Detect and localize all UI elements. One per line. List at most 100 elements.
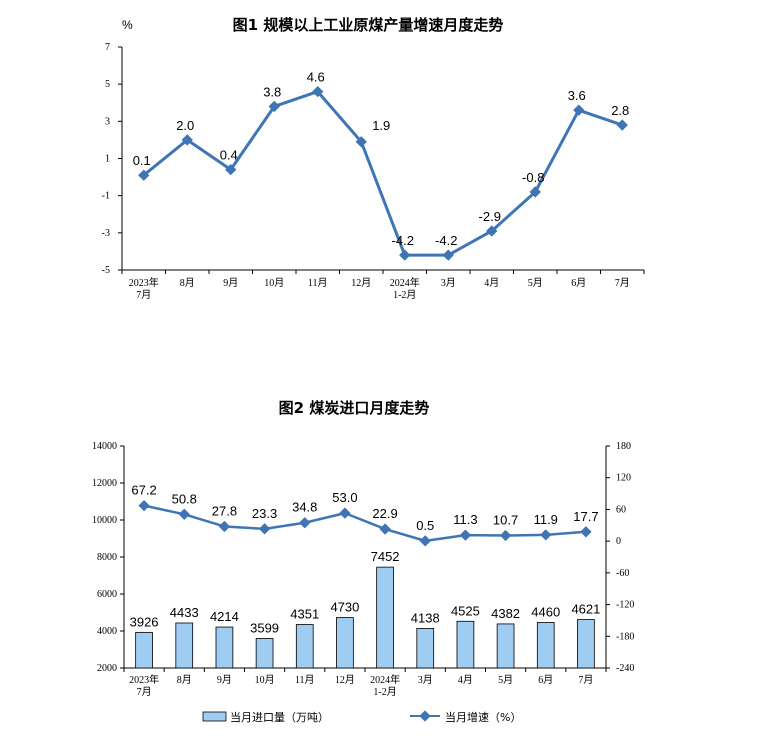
chart1-point <box>486 225 498 237</box>
chart2-growth-point <box>299 517 311 529</box>
chart2-growth-point <box>178 508 190 520</box>
chart2-growth-point <box>499 529 512 542</box>
chart2-growth-label: 50.8 <box>172 491 197 506</box>
chart2-left-tick-label: 12000 <box>92 478 117 489</box>
chart2-bar-label: 3599 <box>250 620 279 635</box>
chart1-point <box>181 134 193 146</box>
chart2-growth-label: 27.8 <box>212 503 237 518</box>
legend-bar-label: 当月进口量（万吨） <box>230 710 329 724</box>
chart2-bar <box>577 619 595 669</box>
chart1-title: 图1 规模以上工业原煤产量增速月度走势 <box>233 16 504 34</box>
chart1-point <box>138 169 150 181</box>
chart2-left-tick-label: 2000 <box>97 663 117 674</box>
chart2-bar <box>336 617 354 669</box>
chart1-point <box>399 249 411 261</box>
chart1-data-label: -2.9 <box>479 209 501 224</box>
chart1-ytick-label: 7 <box>105 42 110 53</box>
chart1-data-label: 3.8 <box>263 84 281 99</box>
chart2-left-tick-label: 4000 <box>97 626 117 637</box>
chart2-growth-point <box>339 507 351 519</box>
chart2-xtick-label: 2023年 <box>129 673 159 686</box>
chart2-xtick-label: 10月 <box>255 674 275 686</box>
chart1-ytick-label: 5 <box>105 79 110 90</box>
chart2-xtick-label: 6月 <box>538 674 553 686</box>
chart2-bar <box>376 566 394 669</box>
chart2-xtick-label: 2024年 <box>370 673 400 686</box>
chart2-bar-label: 4460 <box>531 604 560 619</box>
chart2-growth-point <box>218 520 231 533</box>
chart2-xtick-label: 11月 <box>295 674 315 686</box>
legend-line-label: 当月增速（%） <box>445 710 521 724</box>
chart2-bar-label: 4525 <box>451 603 480 618</box>
chart1-data-label: -4.2 <box>435 233 457 248</box>
chart2-growth-label: 34.8 <box>292 500 317 515</box>
chart1-xtick-label: 12月 <box>351 277 371 289</box>
chart1-point <box>225 163 237 176</box>
chart1-xtick-label: 7月 <box>615 277 630 289</box>
chart1-point <box>442 249 454 261</box>
chart2-xtick-label: 1-2月 <box>373 686 396 698</box>
chart2-bar-label: 4433 <box>170 605 199 620</box>
chart2-bar-label: 4730 <box>330 599 359 614</box>
chart2-growth-point <box>258 523 271 535</box>
chart2-right-tick-label: -120 <box>616 600 634 611</box>
chart1-xtick-label: 2024年 <box>390 276 420 289</box>
chart2-right-tick-label: -180 <box>616 631 634 642</box>
chart2: 图2 煤炭进口月度走势 14000 12000 10000 8000 6000 4000 2… <box>92 399 634 724</box>
chart1-xtick-label: 8月 <box>180 277 195 289</box>
chart1-xtick-label: 11月 <box>308 277 328 289</box>
chart2-growth-label: 11.9 <box>534 512 558 527</box>
chart2-right-tick-label: -60 <box>616 568 629 579</box>
chart1-xtick-label: 10月 <box>264 277 284 289</box>
chart2-xtick-label: 8月 <box>177 674 192 686</box>
chart1-data-label: 2.0 <box>176 118 194 133</box>
chart1-ytick-label: -1 <box>102 191 110 202</box>
chart1-data-label: -0.8 <box>522 170 544 185</box>
chart1-point <box>529 186 541 198</box>
chart2-right-tick-label: 180 <box>616 441 631 452</box>
chart2-growth-point <box>540 529 552 541</box>
chart2-bar <box>536 622 555 669</box>
chart2-bar <box>135 631 153 669</box>
chart2-bar-label: 7452 <box>371 549 400 564</box>
legend-line-marker <box>419 710 431 722</box>
chart2-growth-label: 11.3 <box>453 512 477 527</box>
chart1-data-label: -4.2 <box>392 233 414 248</box>
chart2-xtick-label: 9月 <box>217 674 232 686</box>
chart1-ytick-label: -3 <box>102 228 110 239</box>
chart2-title: 图2 煤炭进口月度走势 <box>279 399 430 417</box>
chart2-xtick-label: 4月 <box>458 674 473 686</box>
chart1-data-label: 1.9 <box>372 118 390 133</box>
chart1-ytick-label: 3 <box>105 116 110 127</box>
chart1-point <box>573 104 585 116</box>
chart1-data-label: 0.1 <box>133 153 151 168</box>
chart2-growth-point <box>459 529 472 541</box>
chart2-bar-label: 4138 <box>411 610 440 625</box>
chart2-left-tick-label: 10000 <box>92 515 117 526</box>
chart1-data-label: 3.6 <box>568 88 586 103</box>
chart2-right-tick-label: -240 <box>616 663 634 674</box>
legend-bar-swatch <box>202 711 227 722</box>
chart1-series-line <box>142 90 623 257</box>
chart2-bar <box>215 626 234 669</box>
chart2-growth-label: 67.2 <box>131 483 156 498</box>
chart2-bar-label: 4382 <box>491 606 520 621</box>
chart2-growth-label: 23.3 <box>252 506 277 521</box>
chart1-xtick-label: 7月 <box>136 289 151 301</box>
chart1-data-label: 4.6 <box>307 70 325 85</box>
chart1-data-label: 2.8 <box>611 103 629 118</box>
chart2-left-tick-label: 8000 <box>97 552 117 563</box>
chart2-right-tick-label: 60 <box>616 504 626 515</box>
chart1-data-label: 0.4 <box>220 148 238 163</box>
chart2-xtick-label: 3月 <box>418 674 433 686</box>
chart2-growth-point <box>138 499 150 512</box>
chart2-bar <box>295 624 314 669</box>
chart2-xtick-label: 7月 <box>578 674 593 686</box>
chart2-bar-label: 3926 <box>130 614 159 629</box>
chart2-growth-point <box>419 535 431 547</box>
chart1-xtick-label: 9月 <box>223 277 238 289</box>
chart2-xtick-label: 7月 <box>137 686 152 698</box>
chart2-left-tick-label: 6000 <box>97 589 117 600</box>
